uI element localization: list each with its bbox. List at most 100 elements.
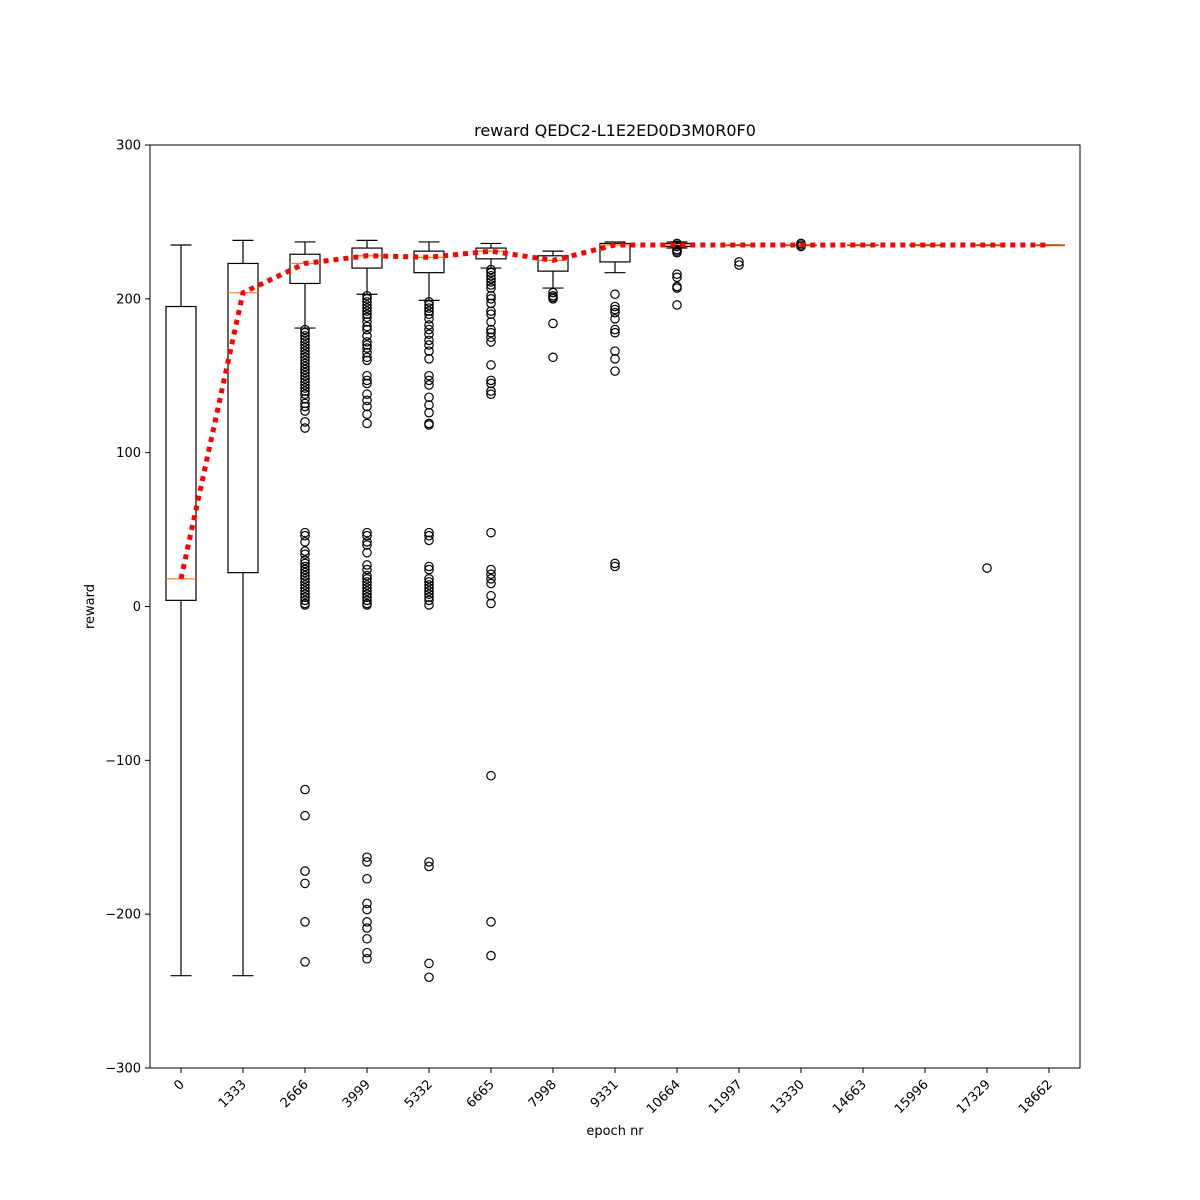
outlier-point	[610, 304, 620, 315]
outlier-point	[362, 303, 372, 313]
outlier-point	[300, 537, 310, 547]
box-group	[165, 244, 197, 977]
y-tick-label: 300	[116, 139, 141, 154]
outlier-point	[362, 592, 372, 603]
outlier-point	[362, 340, 372, 350]
outlier-point	[300, 370, 310, 381]
outlier-point	[300, 577, 310, 587]
mean-line	[178, 242, 1049, 580]
outlier-point	[300, 352, 310, 363]
outlier-point	[300, 343, 310, 353]
outlier-point	[486, 770, 496, 781]
outlier-point	[362, 312, 372, 323]
outlier-point	[486, 298, 496, 309]
outlier-point	[424, 335, 434, 346]
outlier-point	[362, 337, 372, 347]
outlier-point	[362, 330, 372, 341]
outlier-point	[300, 570, 310, 581]
outlier-point	[734, 260, 744, 270]
outlier-point	[362, 570, 372, 581]
outlier-point	[486, 598, 496, 609]
outlier-point	[424, 527, 434, 538]
outlier-point	[610, 366, 620, 376]
box	[413, 250, 445, 274]
outlier-point	[672, 300, 682, 310]
box-group	[475, 242, 507, 961]
outlier-point	[424, 574, 434, 584]
outlier-point	[486, 317, 496, 327]
outlier-point	[300, 334, 310, 344]
outlier-point	[486, 306, 496, 316]
outlier-point	[486, 950, 496, 961]
box-group	[413, 241, 445, 983]
outlier-point	[424, 400, 434, 410]
outlier-point	[610, 561, 620, 572]
outlier-point	[300, 555, 310, 566]
outlier-point	[610, 307, 620, 318]
outlier-point	[362, 347, 372, 358]
outlier-point	[362, 352, 372, 363]
outlier-point	[610, 324, 620, 335]
outlier-point	[362, 317, 372, 327]
outlier-point	[548, 318, 558, 329]
outlier-point	[362, 297, 372, 307]
outlier-point	[300, 349, 310, 360]
outlier-point	[424, 577, 434, 587]
outlier-point	[548, 287, 558, 298]
outlier-point	[424, 392, 434, 403]
box-group	[227, 239, 259, 977]
outlier-point	[300, 346, 310, 356]
box	[165, 305, 197, 601]
outlier-point	[424, 370, 434, 381]
outlier-point	[610, 301, 620, 312]
outlier-point	[362, 306, 372, 316]
outlier-point	[362, 401, 372, 412]
outlier-point	[424, 346, 434, 356]
y-tick-label: 100	[116, 446, 141, 461]
y-tick-label: 0	[133, 600, 141, 615]
outlier-point	[362, 527, 372, 538]
outlier-point	[424, 561, 434, 572]
outlier-point	[362, 953, 372, 964]
outlier-point	[548, 294, 558, 304]
outlier-point	[486, 267, 496, 278]
outlier-point	[486, 569, 496, 579]
outlier-point	[362, 290, 372, 301]
outlier-point	[300, 549, 310, 559]
outlier-point	[362, 418, 372, 429]
y-axis-label: reward	[83, 584, 98, 629]
outlier-point	[300, 878, 310, 889]
outlier-point	[362, 409, 372, 420]
outlier-point	[300, 917, 310, 927]
outlier-point	[362, 586, 372, 596]
outlier-point	[424, 300, 434, 310]
outlier-point	[300, 355, 310, 366]
outlier-point	[300, 358, 310, 369]
outlier-point	[610, 346, 620, 356]
outlier-point	[362, 395, 372, 406]
outlier-point	[610, 314, 620, 324]
outlier-point	[300, 327, 310, 338]
box-group	[1033, 244, 1065, 247]
box	[537, 255, 569, 272]
outlier-point	[672, 283, 682, 293]
outlier-point	[300, 589, 310, 599]
outlier-point	[424, 354, 434, 364]
outlier-point	[424, 329, 434, 340]
outlier-point	[424, 564, 434, 575]
outlier-point	[300, 600, 310, 610]
outlier-point	[300, 558, 310, 569]
outlier-point	[300, 810, 310, 821]
outlier-point	[424, 297, 434, 307]
outlier-point	[610, 354, 620, 364]
outlier-point	[486, 324, 496, 335]
y-tick-label: −300	[105, 1062, 141, 1077]
outlier-point	[362, 309, 372, 320]
outlier-point	[424, 586, 434, 596]
outlier-point	[486, 389, 496, 400]
x-axis-label: epoch nr	[586, 1124, 644, 1139]
outlier-point	[424, 303, 434, 313]
outlier-point	[300, 580, 310, 590]
outlier-point	[362, 294, 372, 304]
outlier-point	[300, 564, 310, 575]
